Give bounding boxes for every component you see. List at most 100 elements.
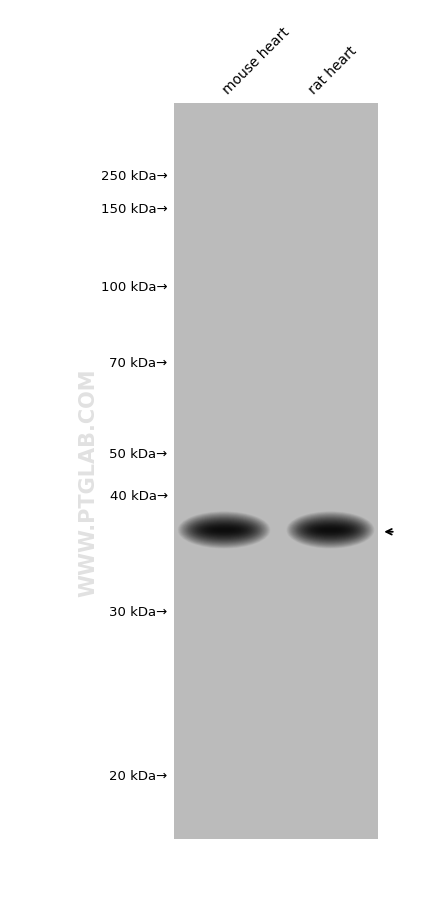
- Ellipse shape: [305, 523, 356, 538]
- Ellipse shape: [288, 512, 373, 548]
- Ellipse shape: [292, 515, 369, 546]
- Ellipse shape: [315, 527, 346, 534]
- Ellipse shape: [178, 512, 270, 548]
- Ellipse shape: [289, 513, 372, 548]
- Ellipse shape: [290, 514, 371, 547]
- Ellipse shape: [182, 514, 266, 547]
- Ellipse shape: [314, 527, 347, 534]
- Ellipse shape: [295, 518, 366, 543]
- Ellipse shape: [286, 511, 375, 549]
- Ellipse shape: [309, 525, 352, 536]
- Ellipse shape: [287, 512, 374, 548]
- Ellipse shape: [202, 525, 246, 536]
- Ellipse shape: [181, 514, 267, 547]
- Ellipse shape: [203, 525, 245, 536]
- Ellipse shape: [187, 518, 261, 543]
- Ellipse shape: [320, 529, 341, 532]
- Ellipse shape: [212, 529, 236, 532]
- Ellipse shape: [290, 514, 371, 547]
- Ellipse shape: [292, 516, 369, 545]
- Ellipse shape: [299, 520, 362, 541]
- Ellipse shape: [295, 517, 366, 544]
- Text: 30 kDa→: 30 kDa→: [110, 605, 168, 618]
- Ellipse shape: [181, 513, 267, 548]
- Ellipse shape: [178, 511, 270, 549]
- Ellipse shape: [307, 524, 353, 537]
- Ellipse shape: [190, 519, 258, 542]
- Ellipse shape: [311, 526, 350, 535]
- Ellipse shape: [207, 527, 241, 534]
- Ellipse shape: [288, 513, 373, 548]
- Ellipse shape: [191, 520, 257, 541]
- Ellipse shape: [194, 521, 254, 539]
- Ellipse shape: [192, 520, 256, 540]
- Ellipse shape: [215, 529, 233, 531]
- Ellipse shape: [190, 520, 258, 541]
- Ellipse shape: [216, 529, 232, 531]
- Ellipse shape: [186, 517, 262, 544]
- Ellipse shape: [322, 529, 339, 531]
- Ellipse shape: [317, 528, 344, 533]
- Ellipse shape: [179, 512, 269, 548]
- Ellipse shape: [313, 526, 348, 535]
- Ellipse shape: [209, 528, 239, 533]
- Ellipse shape: [312, 526, 349, 535]
- Ellipse shape: [208, 527, 240, 534]
- Text: mouse heart: mouse heart: [220, 25, 292, 97]
- Ellipse shape: [293, 516, 368, 545]
- Ellipse shape: [318, 529, 343, 532]
- Ellipse shape: [295, 518, 366, 543]
- Ellipse shape: [291, 514, 370, 547]
- Ellipse shape: [304, 522, 357, 538]
- Ellipse shape: [298, 519, 363, 542]
- Ellipse shape: [210, 528, 238, 533]
- Ellipse shape: [181, 514, 267, 547]
- Ellipse shape: [302, 521, 359, 539]
- Text: 20 kDa→: 20 kDa→: [110, 769, 168, 782]
- Ellipse shape: [316, 528, 345, 533]
- Ellipse shape: [198, 523, 250, 538]
- Ellipse shape: [200, 524, 248, 537]
- Ellipse shape: [304, 522, 357, 538]
- Ellipse shape: [303, 522, 358, 538]
- Ellipse shape: [319, 529, 341, 532]
- Ellipse shape: [188, 518, 260, 543]
- Ellipse shape: [297, 519, 364, 542]
- Text: 50 kDa→: 50 kDa→: [110, 447, 168, 460]
- Ellipse shape: [323, 529, 338, 531]
- Ellipse shape: [310, 525, 351, 536]
- Text: 250 kDa→: 250 kDa→: [101, 170, 168, 182]
- Ellipse shape: [298, 520, 362, 541]
- Ellipse shape: [289, 513, 372, 548]
- Ellipse shape: [188, 519, 260, 542]
- Ellipse shape: [294, 517, 367, 544]
- Ellipse shape: [204, 526, 244, 535]
- Ellipse shape: [213, 529, 235, 532]
- Ellipse shape: [313, 527, 347, 534]
- Text: 100 kDa→: 100 kDa→: [101, 281, 168, 293]
- Ellipse shape: [204, 526, 244, 535]
- Ellipse shape: [310, 525, 350, 536]
- Ellipse shape: [184, 516, 264, 545]
- Ellipse shape: [301, 521, 360, 539]
- Text: rat heart: rat heart: [306, 44, 359, 97]
- Text: 70 kDa→: 70 kDa→: [110, 357, 168, 370]
- Ellipse shape: [291, 515, 370, 546]
- Ellipse shape: [198, 523, 250, 538]
- Ellipse shape: [178, 512, 270, 548]
- Ellipse shape: [302, 521, 359, 539]
- Ellipse shape: [325, 529, 336, 531]
- Ellipse shape: [182, 515, 266, 546]
- Ellipse shape: [193, 520, 255, 540]
- Bar: [174, 104, 378, 839]
- Ellipse shape: [177, 511, 271, 549]
- Ellipse shape: [184, 516, 264, 545]
- Ellipse shape: [184, 516, 264, 545]
- Ellipse shape: [197, 522, 252, 538]
- Ellipse shape: [183, 515, 265, 546]
- Ellipse shape: [307, 524, 354, 537]
- Ellipse shape: [211, 529, 237, 532]
- Ellipse shape: [301, 520, 360, 540]
- Ellipse shape: [190, 520, 258, 541]
- Ellipse shape: [206, 527, 242, 534]
